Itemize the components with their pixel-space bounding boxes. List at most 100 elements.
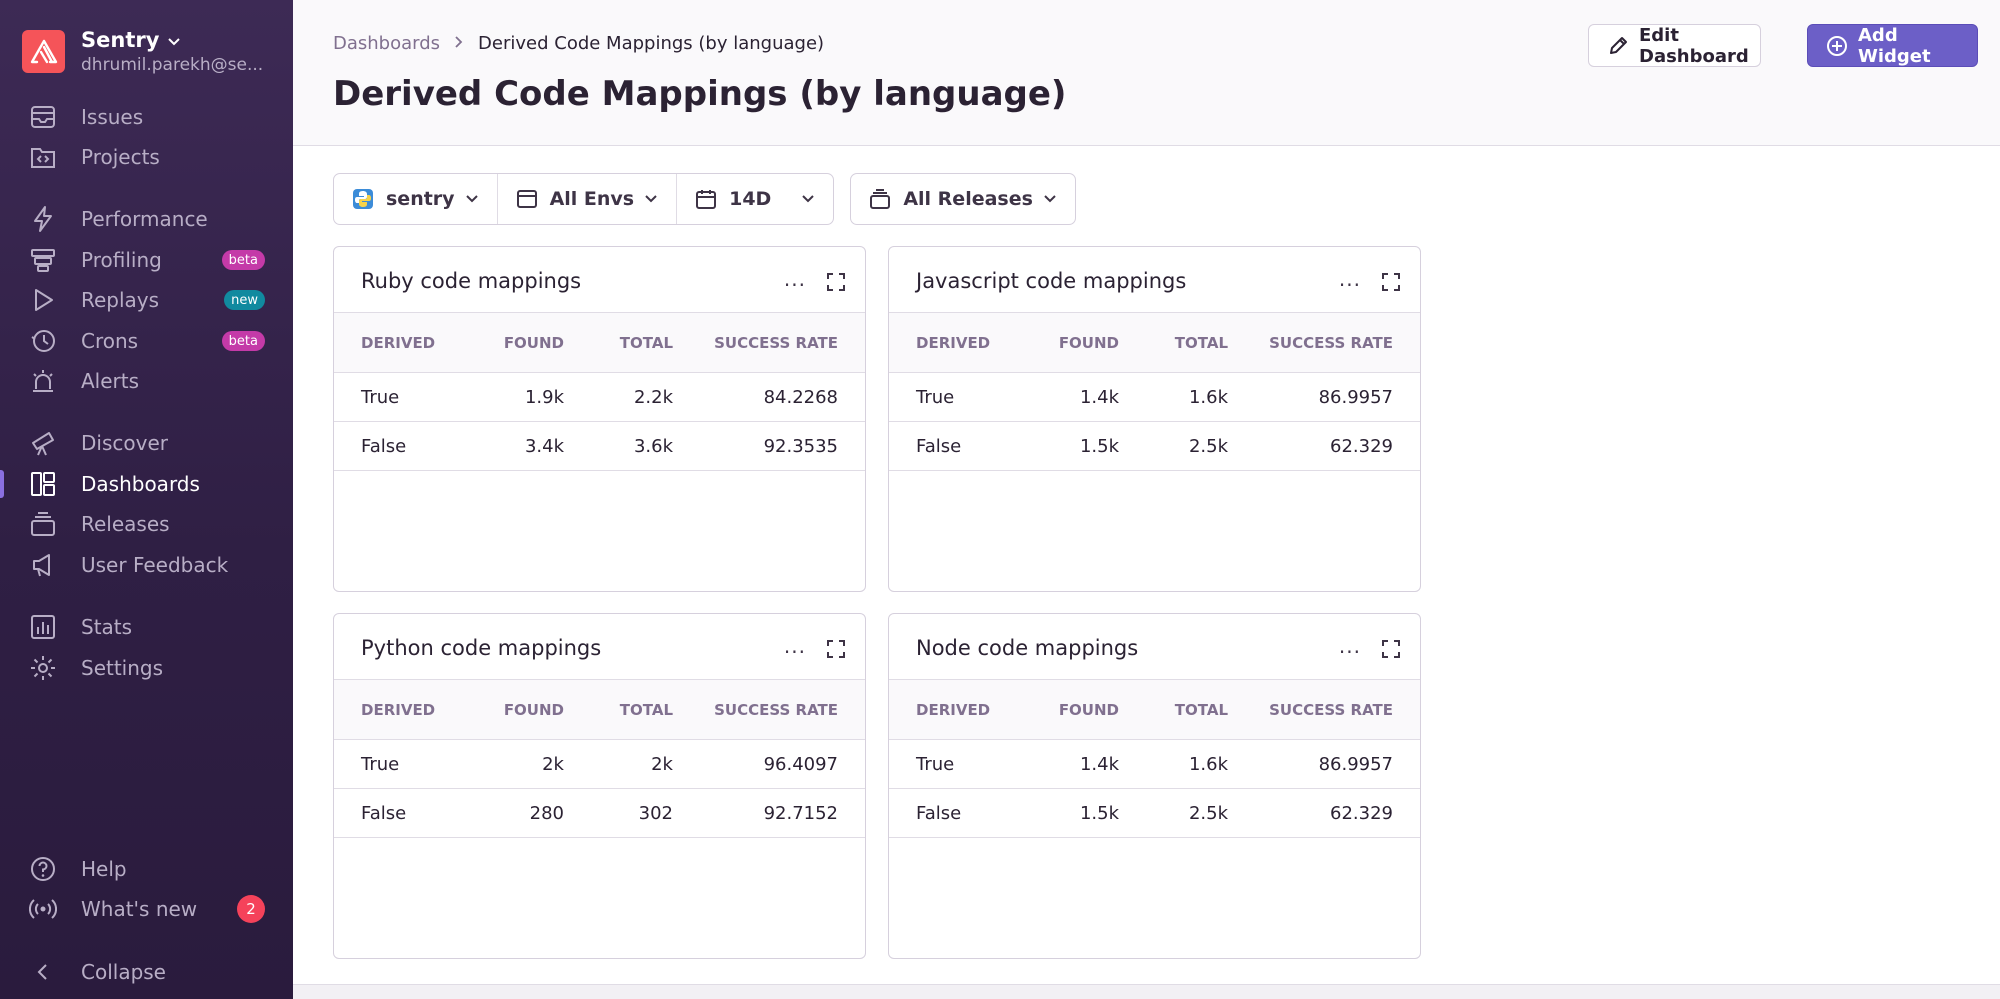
date-range-filter[interactable]: 14D <box>676 174 833 224</box>
widget-title: Ruby code mappings <box>361 269 582 293</box>
expand-icon[interactable] <box>827 640 845 662</box>
chevron-left-icon <box>28 957 58 987</box>
gear-icon <box>28 653 58 683</box>
sidebar-item-performance[interactable]: Performance <box>0 199 293 239</box>
expand-icon[interactable] <box>1382 640 1400 662</box>
table-header-cell[interactable]: Found <box>1019 312 1119 373</box>
sidebar-item-dashboards[interactable]: Dashboards <box>0 464 293 504</box>
table-header-cell[interactable]: Found <box>464 312 564 373</box>
expand-icon[interactable] <box>827 273 845 295</box>
projects-icon <box>28 142 58 172</box>
sidebar-item-replays[interactable]: Replays new <box>0 280 293 320</box>
table-cell: 1.6k <box>1119 739 1228 789</box>
table-header-cell[interactable]: Total <box>564 679 673 740</box>
sidebar: Sentry dhrumil.parekh@se... Issues Proje… <box>0 0 293 999</box>
sidebar-item-profiling[interactable]: Profiling beta <box>0 240 293 280</box>
table-header-cell[interactable]: Total <box>1119 312 1228 373</box>
environment-filter-label: All Envs <box>549 188 635 210</box>
table-cell: True <box>334 372 464 422</box>
chevron-down-icon <box>644 194 658 204</box>
more-options-icon[interactable]: ··· <box>783 640 806 664</box>
sidebar-item-label: Discover <box>81 431 168 455</box>
date-range-filter-label: 14D <box>729 188 772 210</box>
more-options-icon[interactable]: ··· <box>1338 273 1361 297</box>
sidebar-item-releases[interactable]: Releases <box>0 504 293 544</box>
edit-dashboard-label: Edit Dashboard <box>1639 24 1749 67</box>
table-header-cell[interactable]: Success Rate <box>1228 312 1420 373</box>
project-filter-label: sentry <box>386 188 455 210</box>
org-switcher[interactable]: Sentry dhrumil.parekh@se... <box>22 28 271 75</box>
releases-filter[interactable]: All Releases <box>851 174 1075 224</box>
table-cell: False <box>889 788 1019 838</box>
table-header-cell[interactable]: Total <box>1119 679 1228 740</box>
sidebar-item-label: Crons <box>81 329 139 353</box>
table-header-cell[interactable]: Success Rate <box>673 312 865 373</box>
sidebar-item-crons[interactable]: Crons beta <box>0 321 293 361</box>
table-header-cell[interactable]: Found <box>464 679 564 740</box>
chevron-down-icon <box>465 194 479 204</box>
table-header-cell[interactable]: Derived <box>334 312 464 373</box>
table-header-cell[interactable]: Found <box>1019 679 1119 740</box>
table-cell: 3.6k <box>564 421 673 471</box>
widget-card: Python code mappings ··· Derived Found Total… <box>333 613 866 959</box>
sidebar-item-user-feedback[interactable]: User Feedback <box>0 545 293 585</box>
widget-title: Node code mappings <box>916 636 1139 660</box>
sidebar-item-settings[interactable]: Settings <box>0 648 293 688</box>
breadcrumb-dashboards-link[interactable]: Dashboards <box>333 33 441 54</box>
chevron-right-icon <box>454 33 464 54</box>
sidebar-item-stats[interactable]: Stats <box>0 607 293 647</box>
table-header-cell[interactable]: Derived <box>889 679 1019 740</box>
expand-icon[interactable] <box>1382 273 1400 295</box>
table-header-cell[interactable]: Derived <box>889 312 1019 373</box>
sidebar-item-discover[interactable]: Discover <box>0 423 293 463</box>
table-cell: False <box>334 788 464 838</box>
help-icon <box>28 854 58 884</box>
table-header-cell[interactable]: Success Rate <box>1228 679 1420 740</box>
table-cell: 96.4097 <box>673 739 865 789</box>
horizontal-scrollbar[interactable] <box>293 984 2000 999</box>
widget-card: Javascript code mappings ··· Derived Found T… <box>888 246 1421 592</box>
table-header-cell[interactable]: Derived <box>334 679 464 740</box>
sidebar-item-label: Dashboards <box>81 472 200 496</box>
table-header-cell[interactable]: Total <box>564 312 673 373</box>
table-cell: 1.4k <box>1019 739 1119 789</box>
sidebar-item-issues[interactable]: Issues <box>0 97 293 137</box>
sidebar-item-label: Stats <box>81 615 133 639</box>
megaphone-icon <box>28 550 58 580</box>
sidebar-item-label: Collapse <box>81 960 166 984</box>
table-cell: 3.4k <box>464 421 564 471</box>
table-row: False 1.5k 2.5k 62.329 <box>889 421 1420 471</box>
sidebar-collapse-button[interactable]: Collapse <box>0 952 293 992</box>
add-widget-button[interactable]: Add Widget <box>1807 24 1978 67</box>
dashboard-icon <box>28 469 58 499</box>
widget-title: Javascript code mappings <box>916 269 1187 293</box>
table-header-cell[interactable]: Success Rate <box>673 679 865 740</box>
page-header: Dashboards Derived Code Mappings (by lan… <box>293 0 2000 146</box>
page-filters: sentry All Envs 14D All Releases <box>333 173 1076 225</box>
widget-card: Node code mappings ··· Derived Found Total Su… <box>888 613 1421 959</box>
widget-table: Derived Found Total Success Rate True 1.9k 2.2… <box>334 312 865 471</box>
more-options-icon[interactable]: ··· <box>1338 640 1361 664</box>
issues-icon <box>28 102 58 132</box>
page-title: Derived Code Mappings (by language) <box>333 74 1067 114</box>
table-cell: 86.9957 <box>1228 372 1420 422</box>
table-cell: 62.329 <box>1228 788 1420 838</box>
python-icon <box>352 188 374 210</box>
sidebar-item-help[interactable]: Help <box>0 849 293 889</box>
table-cell: True <box>334 739 464 789</box>
widget-table: Derived Found Total Success Rate True 1.4k 1.6… <box>889 312 1420 471</box>
edit-dashboard-button[interactable]: Edit Dashboard <box>1588 24 1761 67</box>
project-filter[interactable]: sentry <box>334 174 497 224</box>
more-options-icon[interactable]: ··· <box>783 273 806 297</box>
table-row: False 3.4k 3.6k 92.3535 <box>334 421 865 471</box>
environment-filter[interactable]: All Envs <box>496 174 677 224</box>
table-row: False 280 302 92.7152 <box>334 788 865 838</box>
sidebar-item-whats-new[interactable]: What's new 2 <box>0 889 293 929</box>
table-cell: 302 <box>564 788 673 838</box>
org-name: Sentry <box>81 28 160 52</box>
table-cell: 2.5k <box>1119 421 1228 471</box>
table-row: True 1.4k 1.6k 86.9957 <box>889 372 1420 422</box>
sidebar-item-alerts[interactable]: Alerts <box>0 361 293 401</box>
sidebar-item-projects[interactable]: Projects <box>0 137 293 177</box>
table-cell: 2.5k <box>1119 788 1228 838</box>
